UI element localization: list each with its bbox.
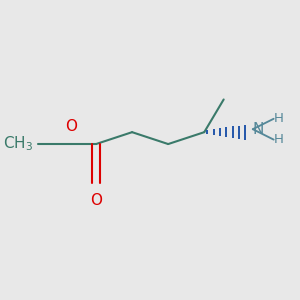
- Text: N: N: [253, 122, 264, 137]
- Text: O: O: [65, 119, 77, 134]
- Text: H: H: [274, 112, 284, 125]
- Text: H: H: [274, 133, 284, 146]
- Text: CH$_3$: CH$_3$: [3, 135, 34, 153]
- Text: O: O: [90, 193, 102, 208]
